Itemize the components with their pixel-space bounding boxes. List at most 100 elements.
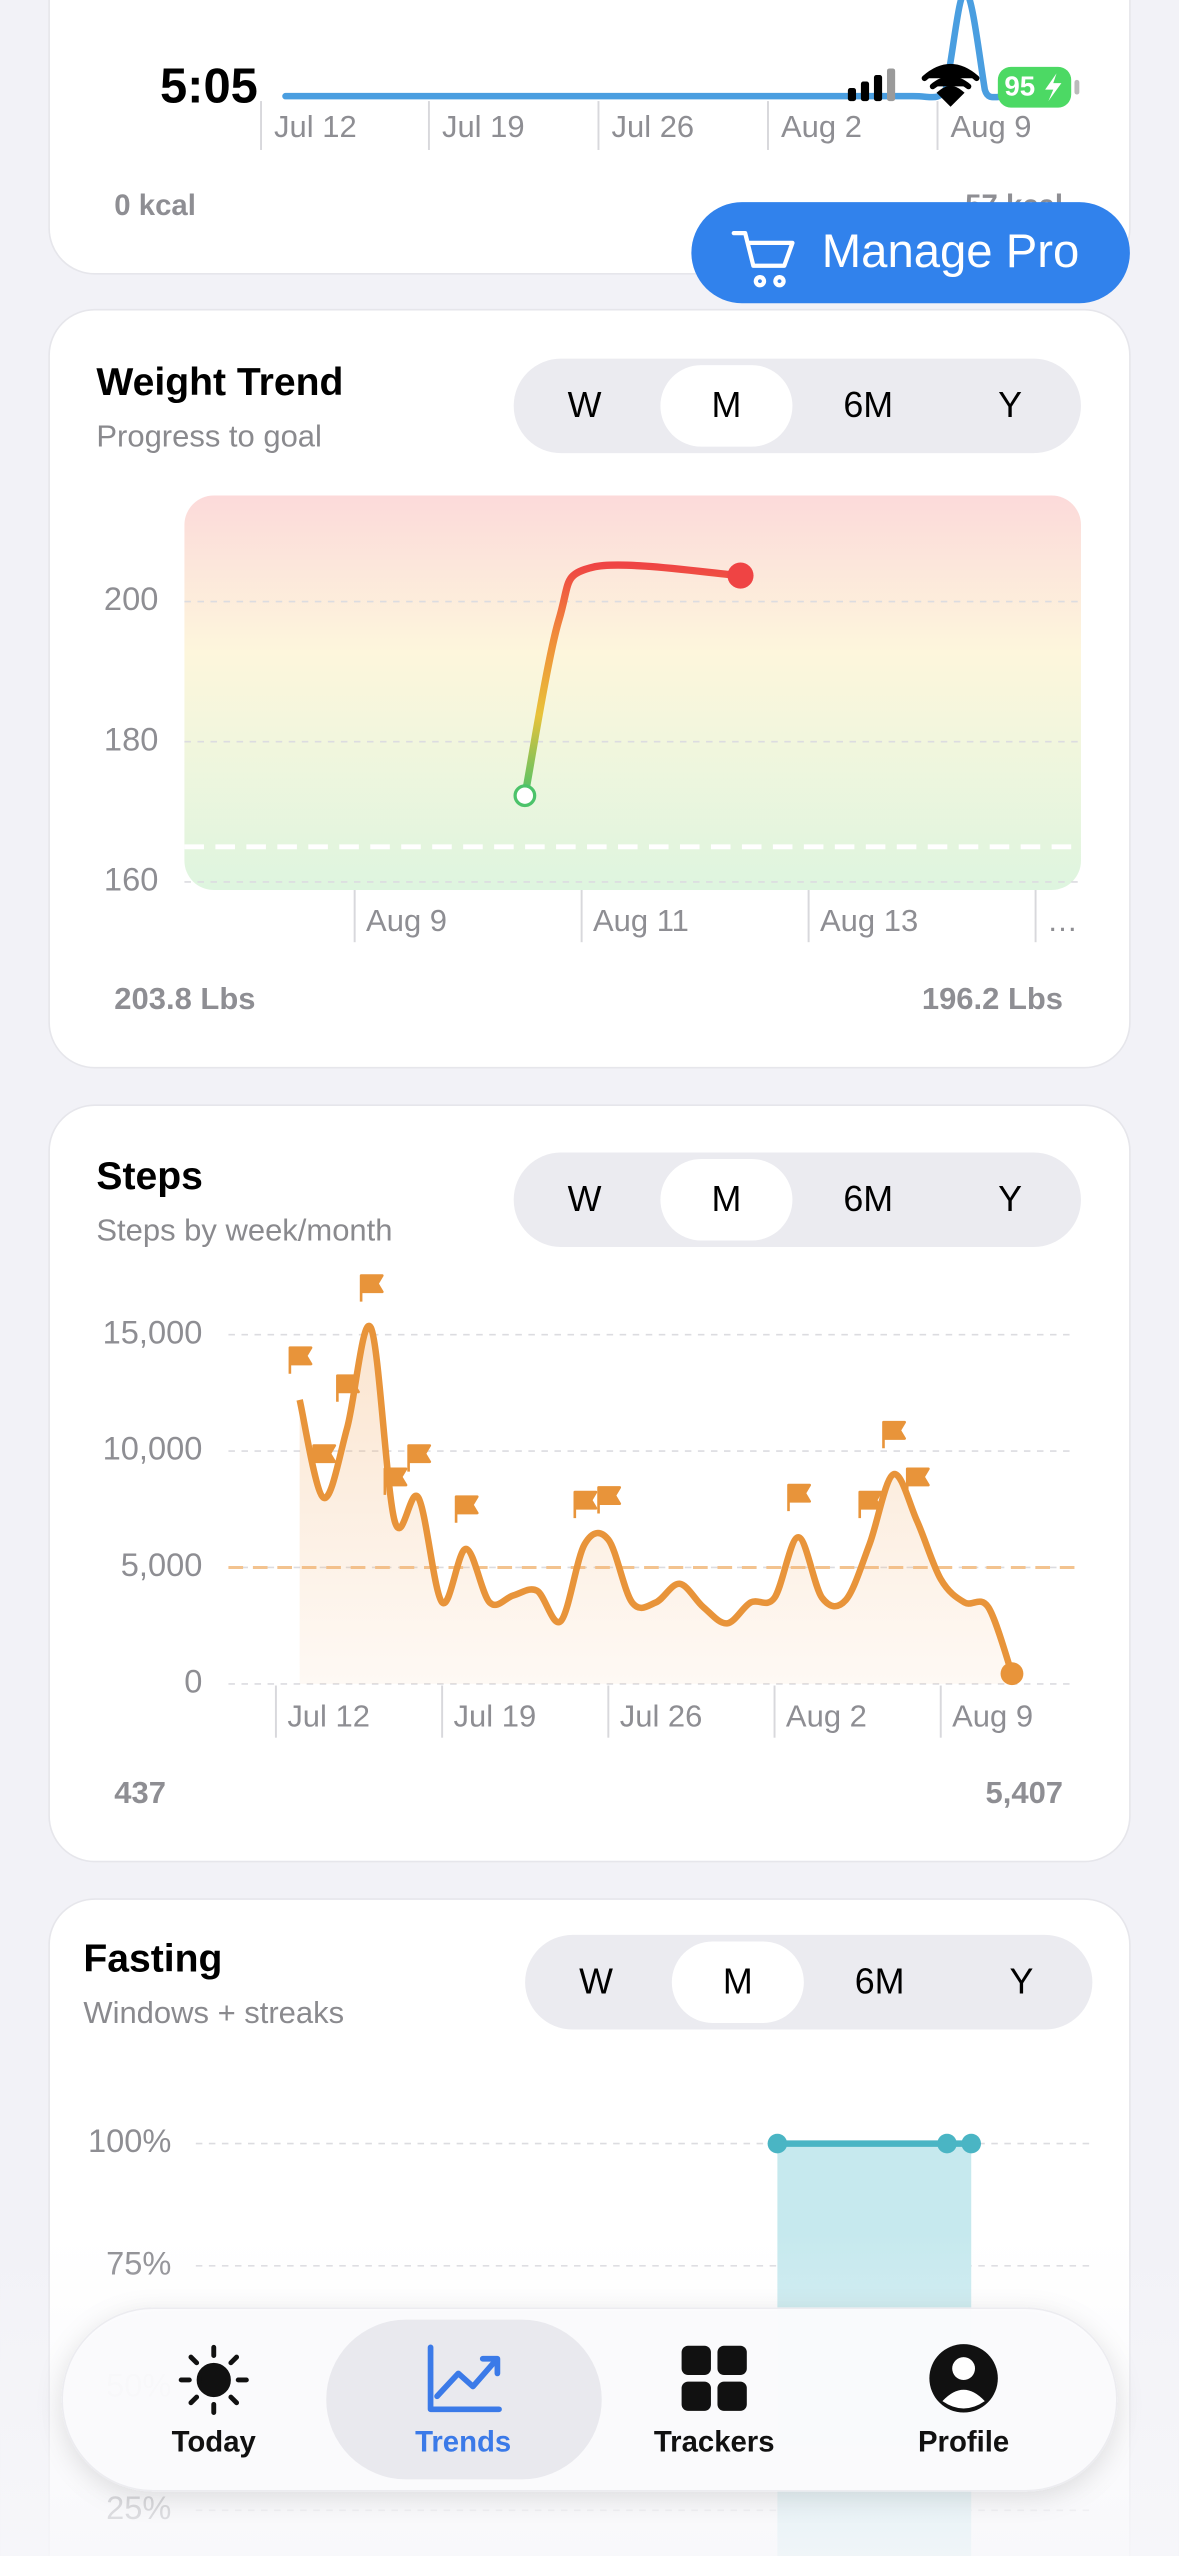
signal-bar [873,74,883,102]
manage-pro-button[interactable]: Manage Pro [691,202,1130,304]
y-tick-label: 160 [104,860,158,897]
goal-flag [905,1467,930,1495]
x-tick-label: Jul 19 [442,109,525,144]
segment-label[interactable]: 6M [843,385,893,425]
y-tick-label: 180 [104,720,158,757]
segment-label[interactable]: 6M [855,1961,905,2001]
tab-label[interactable]: Trends [415,2425,511,2458]
battery [997,66,1072,108]
x-tick-label: Aug 11 [593,903,689,938]
x-tick-label: Aug 13 [820,903,918,938]
tab-selected[interactable] [326,2319,602,2480]
goal-flag [787,1483,811,1512]
segment-selected[interactable] [671,1941,804,2023]
card-subtitle: Steps by week/month [96,1213,392,1248]
goal-flag [882,1420,906,1449]
segment-label[interactable]: Y [1010,1961,1034,2001]
tab-label[interactable]: Trackers [654,2425,775,2458]
start-point [513,784,537,808]
cart-icon [731,230,795,288]
weight-zone-bg [184,495,1081,891]
x-tick-label: Aug 9 [951,109,1032,144]
y-tick-label: 5,000 [121,1546,203,1583]
battery-tip [1074,79,1080,95]
segment-label[interactable]: W [579,1961,613,2001]
card-title: Steps [96,1155,203,1198]
x-tick-label: Jul 12 [287,1698,370,1733]
y-tick-label: 0 [184,1663,202,1700]
status-time: 5:05 [160,60,258,114]
goal-flag [312,1444,337,1472]
segment-label[interactable]: W [568,385,602,425]
button-bg[interactable] [691,202,1130,304]
total-left: 0 kcal [114,189,196,222]
button-label[interactable]: Manage Pro [822,225,1079,278]
segmented-control[interactable] [513,1152,1081,1248]
segmented-control[interactable] [513,358,1081,454]
steps-line [296,1322,1016,1675]
trackers-icon [681,2345,747,2411]
steps-area [299,1325,1012,1684]
segment-label[interactable]: M [723,1961,753,2001]
signal-bar [847,88,857,102]
fasting-point [767,2133,788,2154]
x-tick-label: Aug 2 [786,1698,867,1733]
segment-label[interactable]: M [711,385,741,425]
goal-flag [858,1490,883,1519]
stat-start: 203.8 Lbs [114,981,255,1016]
current-point [727,562,754,589]
stat-start: 437 [114,1775,166,1810]
stat-end: 5,407 [986,1775,1064,1810]
calorie-line [282,0,1015,101]
x-tick-label: Jul 26 [612,109,695,144]
card-title: Fasting [83,1937,222,1980]
y-tick-label: 200 [104,580,158,617]
segment-label[interactable]: 6M [843,1179,893,1219]
segment-label[interactable]: Y [998,1179,1022,1219]
tab-bar: Today Trends Trackers Profile [61,2307,1118,2492]
current-point [1000,1662,1024,1686]
y-tick-label: 15,000 [103,1313,203,1350]
tab-label[interactable]: Profile [918,2425,1009,2458]
segment-selected[interactable] [660,1159,793,1241]
segment-label[interactable]: Y [998,385,1022,425]
x-tick-label: Aug 2 [781,109,862,144]
x-tick-label: Aug 9 [952,1698,1033,1733]
sun-icon [178,2344,249,2415]
y-tick-label: 10,000 [103,1430,203,1467]
trends-icon [427,2344,502,2413]
wifi-icon [921,63,980,107]
goal-flag [359,1274,384,1302]
tab-label[interactable]: Today [172,2425,257,2458]
goal-flag [597,1486,622,1514]
signal-bar [860,81,870,102]
x-tick-label: Jul 19 [454,1698,537,1733]
goal-flag [383,1467,408,1495]
segment-label[interactable]: M [711,1179,741,1219]
y-tick-label: 100% [88,2122,171,2159]
x-tick-label: Jul 26 [620,1698,703,1733]
segmented-control[interactable] [525,1934,1093,2030]
signal-bar [886,68,896,102]
status-bar: 95 [847,63,1080,108]
goal-flag [288,1346,313,1374]
card-subtitle: Windows + streaks [83,1995,344,2030]
x-tick-label: Aug 9 [366,903,447,938]
goal-flag [407,1444,432,1472]
battery-level: 95 [1004,70,1035,101]
fasting-point [937,2133,957,2154]
x-tick-label: Jul 12 [274,109,357,144]
segment-label[interactable]: W [568,1179,602,1219]
weight-line [521,561,745,800]
card-subtitle: Progress to goal [96,419,322,454]
segment-selected[interactable] [660,365,793,447]
stat-end: 196.2 Lbs [922,981,1063,1016]
profile-icon [929,2344,998,2413]
goal-flag [454,1495,479,1523]
fasting-point [961,2133,982,2154]
charging-bolt [1045,73,1062,102]
card-title: Weight Trend [96,361,343,404]
